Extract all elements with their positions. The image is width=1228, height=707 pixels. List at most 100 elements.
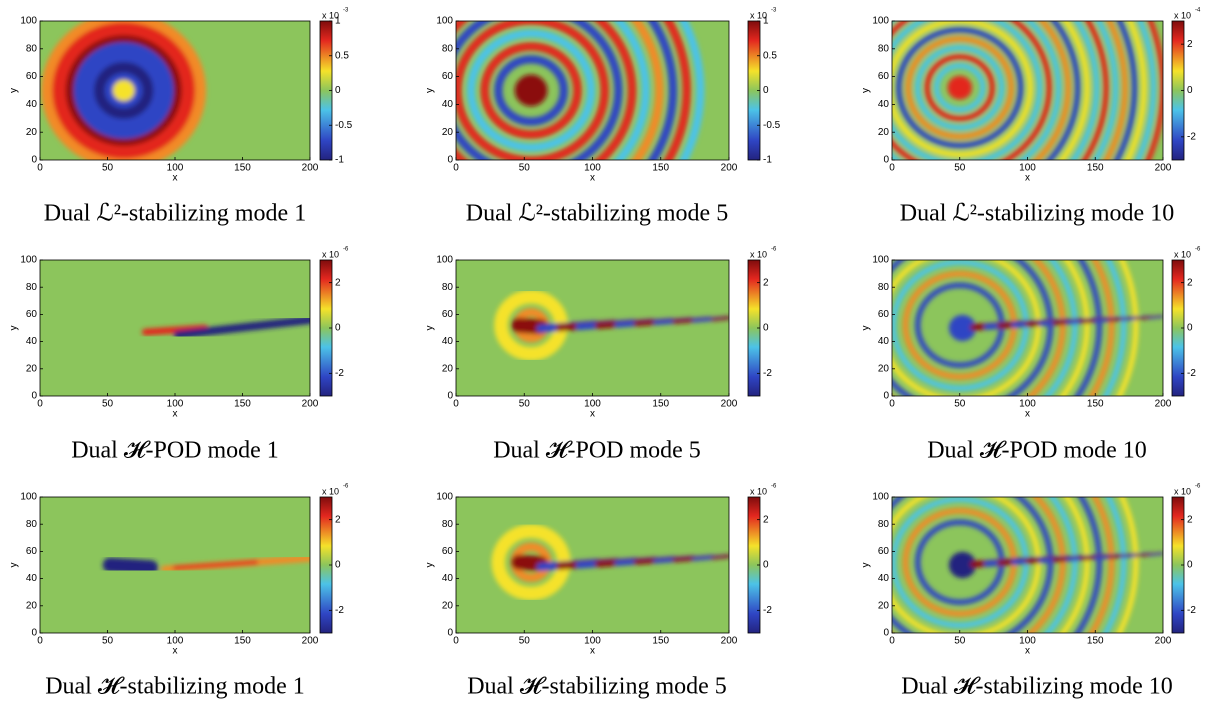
caption: Dual ℒ²-stabilizing mode 10 (900, 201, 1174, 227)
colorbar-tick-label: -2 (763, 368, 772, 379)
field (40, 21, 310, 160)
field-shape (892, 21, 1043, 160)
x-tick-label: 100 (1019, 163, 1036, 174)
field-shape (924, 54, 995, 122)
colorbar-tick-label: 2 (335, 514, 341, 525)
field-shape (905, 36, 1014, 140)
y-tick-label: 20 (26, 127, 38, 138)
y-tick-label: 100 (20, 492, 37, 503)
x-tick-label: 200 (1155, 399, 1172, 410)
y-tick-label: 100 (872, 492, 889, 503)
x-tick-label: 200 (721, 399, 738, 410)
x-tick-label: 100 (167, 399, 184, 410)
x-tick-label: 150 (1087, 636, 1104, 647)
field-shape (1116, 497, 1139, 633)
x-tick-label: 0 (37, 163, 43, 174)
y-tick-label: 20 (26, 600, 38, 611)
field-shapes (491, 524, 729, 601)
x-tick-label: 200 (721, 636, 738, 647)
field-shape (679, 21, 705, 160)
y-axis-label: y (9, 88, 20, 93)
colorbar-tick-label: -2 (335, 605, 344, 616)
y-tick-label: 0 (447, 628, 453, 639)
field-shape (511, 317, 549, 335)
y-tick-label: 0 (447, 391, 453, 402)
field-shape (1092, 21, 1119, 160)
field-shape (647, 21, 678, 160)
field-shape (947, 75, 972, 100)
colorbar-tick-label: 0 (763, 85, 769, 96)
y-tick-label: 0 (31, 628, 37, 639)
field-shape (112, 80, 135, 101)
field-shape (173, 315, 310, 339)
y-tick-label: 40 (442, 99, 454, 110)
field-shape (1059, 260, 1090, 396)
y-axis-label: y (425, 326, 436, 331)
field-shape (1074, 260, 1102, 396)
field-shape (1070, 21, 1100, 160)
field-shape (456, 21, 623, 160)
field-shapes (892, 21, 1163, 160)
colorbar-tick-label: 0 (763, 560, 769, 571)
x-axis-label: x (1025, 646, 1030, 657)
x-axis-label: x (1025, 173, 1030, 184)
y-axis-label: y (861, 326, 872, 331)
x-tick-label: 50 (954, 399, 966, 410)
field-shape (948, 551, 977, 579)
field-shapes (41, 21, 207, 160)
y-tick-label: 80 (878, 43, 890, 54)
x-tick-label: 0 (889, 636, 895, 647)
field-shape (934, 63, 986, 113)
colorbar-tick-label: 2 (1187, 277, 1193, 288)
x-tick-label: 0 (453, 636, 459, 647)
caption: Dual ℒ²-stabilizing mode 1 (44, 201, 306, 227)
colorbar-tick-label: -1 (335, 155, 344, 166)
colorbar-tick-label: 2 (1187, 514, 1193, 525)
x-tick-label: 150 (652, 636, 669, 647)
colorbar-multiplier: x 10 (322, 249, 339, 259)
caption: Dual 𝓗-POD mode 10 (927, 438, 1147, 464)
colorbar-tick-label: 1 (335, 16, 341, 27)
y-tick-label: 20 (442, 600, 454, 611)
colorbar-tick-label: -0.5 (763, 120, 781, 131)
field-shape (1088, 497, 1115, 633)
y-tick-label: 100 (436, 492, 453, 503)
field (456, 260, 729, 396)
x-tick-label: 50 (954, 636, 966, 647)
field-shape (896, 27, 1024, 149)
caption: Dual 𝓗-stabilizing mode 1 (45, 674, 305, 700)
y-tick-label: 100 (20, 255, 37, 266)
x-tick-label: 150 (234, 163, 251, 174)
x-tick-label: 50 (519, 163, 531, 174)
colorbar-tick-label: 0 (1187, 560, 1193, 571)
field-shapes (892, 260, 1163, 396)
field (40, 260, 310, 396)
field-shape (1124, 21, 1147, 160)
colorbar-exponent: -6 (771, 247, 777, 253)
colorbar-exponent: -6 (771, 484, 777, 490)
colorbar-exponent: -6 (343, 484, 349, 490)
colorbar-tick-label: 0.5 (335, 50, 349, 61)
field (892, 260, 1163, 396)
y-axis-label: y (9, 563, 20, 568)
y-tick-label: 40 (442, 336, 454, 347)
x-axis-label: x (173, 173, 178, 184)
field-shape (1116, 260, 1139, 396)
x-tick-label: 150 (652, 163, 669, 174)
caption: Dual 𝓗-POD mode 1 (71, 438, 279, 464)
colorbar-tick-label: 2 (763, 514, 769, 525)
caption: Dual 𝓗-stabilizing mode 10 (901, 674, 1173, 700)
field (40, 497, 310, 633)
x-tick-label: 100 (584, 636, 601, 647)
field-shape (915, 45, 1005, 131)
y-tick-label: 100 (872, 255, 889, 266)
y-tick-label: 0 (31, 155, 37, 166)
colorbar-tick-label: 0.5 (763, 50, 777, 61)
x-axis-label: x (590, 173, 595, 184)
x-tick-label: 0 (889, 399, 895, 410)
x-tick-label: 100 (1019, 636, 1036, 647)
y-tick-label: 40 (26, 99, 38, 110)
colorbar-tick-label: -1 (763, 155, 772, 166)
